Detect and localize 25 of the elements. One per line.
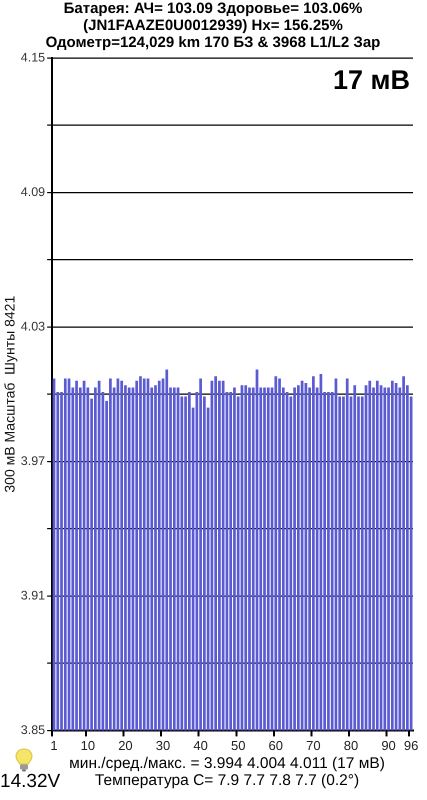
- y-tick-label: 4.03: [20, 319, 46, 334]
- text: Температура C= 7.9 7.7 7.8 7.7 (0.2°): [94, 772, 360, 790]
- y-tick-label: 3.85: [20, 722, 46, 737]
- x-tick-label: 1: [50, 738, 58, 753]
- x-tick-label: 40: [193, 738, 208, 753]
- text: 14.32V: [0, 771, 60, 792]
- y-tick-label: 3.91: [20, 588, 46, 602]
- annotation: 17 мВ: [332, 65, 410, 95]
- y-tick-label: 4.15: [20, 50, 46, 64]
- x-tick-label: 60: [268, 738, 284, 753]
- x-tick-label: 30: [156, 738, 170, 753]
- chart-title: Батарея: АЧ= 103.09 Здоровье= 103.06%: [64, 0, 362, 17]
- x-tick-label: 80: [344, 738, 358, 753]
- y-tick-label: 4.09: [20, 184, 46, 199]
- x-tick-label: 90: [381, 738, 396, 753]
- y-axis-title: 300 мВ Масштаб Шунты 8421: [1, 296, 18, 493]
- text: мин./сред./макс. = 3.994 4.004 4.011 (17 мВ): [69, 755, 385, 772]
- x-tick-label: 96: [404, 738, 418, 753]
- x-tick-label: 10: [80, 738, 96, 753]
- x-tick-label: 20: [118, 738, 133, 753]
- x-tick-label: 50: [230, 738, 246, 753]
- chart-subtitle: (JN1FAAZE0U0012939) Hx= 156.25%: [83, 17, 343, 34]
- y-tick-label: 3.97: [20, 454, 46, 468]
- text: Одометр=124,029 km 170 БЗ & 3968 L1/L2 Зар: [46, 34, 380, 51]
- x-tick-label: 70: [306, 738, 321, 753]
